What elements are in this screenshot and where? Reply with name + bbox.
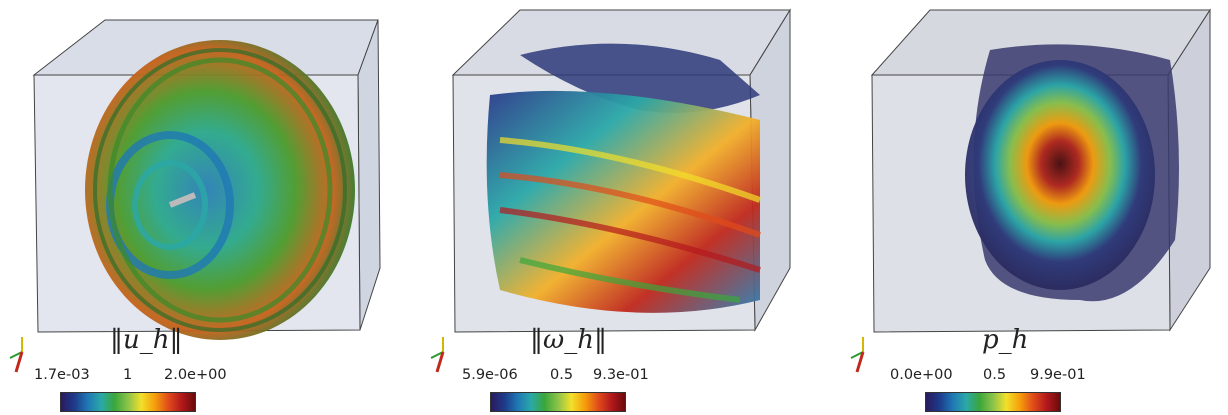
pressure-label: p_h	[982, 325, 1029, 355]
orientation-axes-left	[9, 337, 24, 373]
orientation-axes-middle	[430, 337, 445, 373]
velocity-colorbar-mid: 1	[123, 367, 133, 383]
pressure-colorbar-min: 0.0e+00	[890, 367, 953, 383]
pressure-cube	[870, 8, 1211, 333]
vorticity-colorbar-mid: 0.5	[550, 367, 574, 383]
pressure-colorbar	[925, 392, 1061, 412]
vorticity-colorbar	[490, 392, 626, 412]
velocity-colorbar-min: 1.7e-03	[34, 367, 90, 383]
vorticity-cube	[451, 8, 791, 333]
orientation-axes-right	[850, 337, 865, 373]
velocity-cube	[32, 19, 381, 340]
velocity-colorbar-max: 2.0e+00	[164, 367, 227, 383]
velocity-colorbar	[60, 392, 196, 412]
vorticity-colorbar-min: 5.9e-06	[462, 367, 518, 383]
velocity-magnitude-label: ‖u_h‖	[110, 325, 183, 355]
pressure-colorbar-mid: 0.5	[983, 367, 1007, 383]
vorticity-magnitude-label: ‖ω_h‖	[530, 325, 607, 355]
pressure-colorbar-max: 9.9e-01	[1030, 367, 1086, 383]
vorticity-colorbar-max: 9.3e-01	[593, 367, 649, 383]
